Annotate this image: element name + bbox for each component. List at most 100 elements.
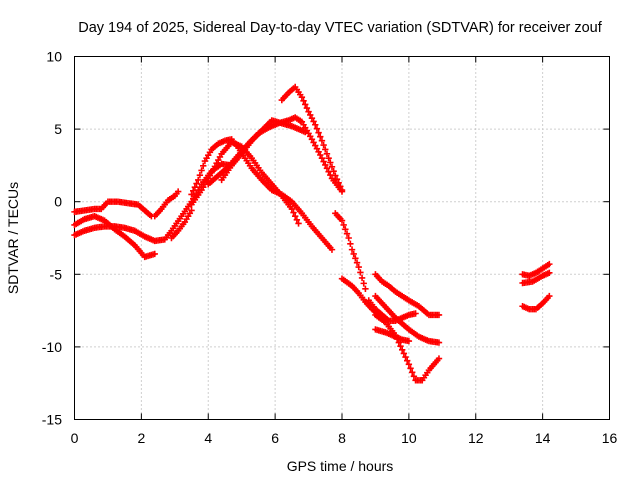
series-sat-e: [188, 138, 302, 227]
data-point: [328, 246, 336, 253]
x-tick-label: 4: [204, 430, 212, 446]
data-point: [196, 172, 204, 179]
data-point: [350, 250, 357, 258]
data-point: [293, 216, 301, 224]
series-sat-b: [71, 213, 158, 261]
data-point: [151, 250, 158, 258]
series-sat-r: [519, 292, 553, 313]
data-point: [318, 154, 326, 162]
data-point: [310, 118, 317, 125]
y-tick-label: 0: [54, 194, 62, 210]
data-point: [327, 159, 334, 166]
data-point: [317, 133, 324, 140]
y-tick-label: -15: [42, 412, 62, 428]
data-point: [320, 141, 327, 149]
data-point: [193, 180, 200, 187]
y-tick-label: 5: [54, 121, 62, 137]
series-sat-o: [372, 326, 413, 345]
x-tick-label: 16: [602, 430, 618, 446]
series-sat-h: [278, 83, 346, 194]
data-point: [302, 101, 309, 108]
data-point: [300, 97, 307, 104]
data-point: [340, 221, 347, 229]
series-sat-n: [338, 275, 382, 319]
data-point: [190, 187, 197, 195]
x-tick-label: 0: [71, 430, 79, 446]
grid-lines: [74, 56, 610, 420]
data-point: [435, 355, 443, 362]
data-point: [308, 115, 316, 122]
data-point: [357, 269, 364, 276]
data-point: [355, 263, 362, 271]
data-points: [71, 83, 553, 384]
y-axis-label: SDTVAR / TECUs: [5, 182, 21, 294]
data-point: [343, 230, 351, 237]
series-sat-t: [168, 207, 195, 242]
data-point: [435, 339, 443, 346]
data-point: [352, 255, 359, 262]
data-point: [174, 188, 182, 195]
data-point: [332, 172, 339, 179]
data-point: [188, 207, 195, 214]
data-point: [195, 176, 202, 184]
data-point: [338, 186, 346, 194]
data-point: [405, 361, 413, 368]
data-point: [409, 369, 416, 376]
data-point: [347, 240, 354, 248]
data-point: [345, 234, 352, 242]
series-sat-j: [372, 271, 443, 319]
data-point: [546, 269, 553, 277]
data-point: [353, 259, 361, 266]
axis-ticks: 0 2 4 6 8 10 12 14 16 10 5 0 -5 -10 -15: [42, 49, 618, 447]
x-tick-label: 12: [468, 430, 484, 446]
data-point: [362, 285, 369, 293]
data-point: [298, 93, 306, 101]
data-point: [290, 209, 297, 216]
data-point: [313, 125, 321, 132]
data-point: [400, 350, 408, 357]
chart-title: Day 194 of 2025, Sidereal Day-to-day VTE…: [78, 20, 603, 36]
data-point: [328, 163, 336, 171]
y-tick-label: -5: [50, 266, 63, 282]
data-point: [397, 342, 404, 350]
series-sat-g: [218, 117, 309, 184]
data-point: [398, 346, 406, 354]
data-point: [330, 168, 337, 175]
data-point: [335, 179, 342, 187]
data-point: [291, 213, 299, 220]
series-sat-d: [188, 136, 336, 253]
data-point: [295, 220, 302, 227]
data-point: [307, 111, 314, 119]
data-point: [402, 353, 409, 361]
data-point: [200, 162, 207, 169]
x-tick-label: 2: [137, 430, 145, 446]
data-point: [303, 104, 311, 112]
series-sat-s: [151, 188, 182, 220]
data-point: [546, 292, 553, 300]
x-tick-label: 6: [271, 430, 279, 446]
data-point: [342, 226, 349, 233]
data-point: [198, 167, 205, 174]
y-tick-label: -10: [42, 339, 62, 355]
data-point: [407, 365, 414, 372]
data-point: [337, 183, 344, 190]
x-tick-label: 14: [535, 430, 551, 446]
data-point: [410, 373, 418, 380]
series-sat-p: [519, 260, 553, 279]
data-point: [546, 260, 553, 268]
series-sat-q: [519, 269, 553, 287]
data-point: [404, 357, 411, 364]
series-sat-i: [332, 210, 369, 293]
data-point: [358, 274, 366, 282]
data-point: [333, 175, 341, 183]
data-point: [348, 246, 356, 253]
data-point: [288, 205, 296, 213]
data-point: [320, 158, 327, 165]
y-tick-label: 10: [46, 49, 62, 65]
data-point: [188, 191, 195, 198]
data-point: [322, 161, 329, 169]
data-point: [323, 165, 331, 172]
data-point: [305, 108, 312, 115]
series-sat-c: [71, 198, 155, 220]
